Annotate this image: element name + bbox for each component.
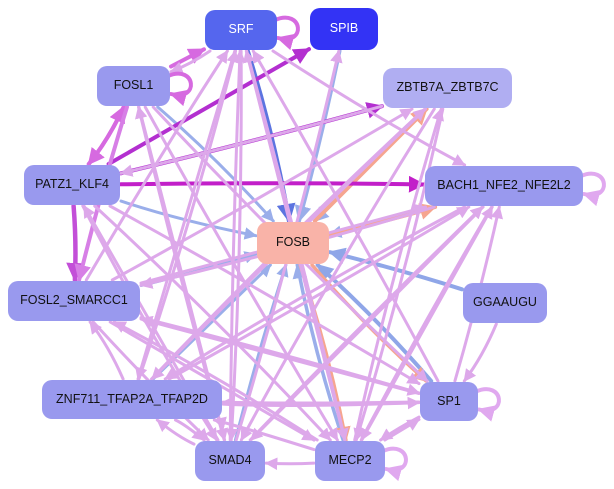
edge: [359, 205, 494, 442]
graph-node-bach1-nfe2-nfe2l2[interactable]: BACH1_NFE2_NFE2L2: [425, 166, 583, 206]
graph-node-znf711-tfap2a-tfap2d[interactable]: ZNF711_TFAP2A_TFAP2D: [42, 380, 222, 419]
graph-node-patz1-klf4[interactable]: PATZ1_KLF4: [24, 165, 120, 205]
edge: [379, 415, 421, 442]
graph-node-zbtb7a-zbtb7c[interactable]: ZBTB7A_ZBTB7C: [383, 68, 512, 108]
self-loop-edge: [474, 387, 501, 422]
edge: [383, 418, 421, 442]
edge: [88, 320, 125, 381]
edge: [135, 49, 237, 381]
edge: [119, 175, 426, 193]
edge: [292, 263, 345, 442]
self-loop-edge: [166, 71, 193, 107]
edge: [106, 47, 311, 166]
self-loop-edge: [273, 15, 300, 51]
edge: [239, 107, 436, 442]
graph-node-fosl1[interactable]: FOSL1: [97, 66, 170, 106]
edge: [163, 205, 466, 381]
edge: [167, 205, 471, 381]
graph-node-fosl2-smarcc1[interactable]: FOSL2_SMARCC1: [8, 281, 140, 321]
graph-node-smad4[interactable]: SMAD4: [195, 441, 265, 481]
edge: [249, 205, 485, 442]
edge: [353, 107, 445, 442]
edge: [112, 320, 319, 442]
graph-node-mecp2[interactable]: MECP2: [315, 441, 385, 481]
edge: [108, 204, 421, 386]
edge: [251, 49, 440, 383]
self-loop-edge: [381, 446, 408, 482]
edge: [212, 416, 316, 452]
edge: [315, 263, 434, 383]
edge: [86, 105, 126, 166]
edge: [156, 105, 275, 223]
edge: [66, 203, 86, 283]
graph-node-srf[interactable]: SRF: [205, 10, 277, 50]
edge: [139, 316, 421, 396]
edge: [264, 457, 316, 471]
graph-node-ggaaugu[interactable]: GGAAUGU: [463, 283, 547, 323]
edge: [169, 49, 212, 74]
edge: [462, 322, 498, 383]
graph-node-sp1[interactable]: SP1: [420, 382, 478, 421]
self-loop-edge: [579, 171, 606, 207]
edge: [221, 396, 421, 410]
edge: [353, 107, 444, 442]
edge: [155, 418, 196, 446]
graph-node-spib[interactable]: SPIB: [310, 8, 378, 50]
edge: [93, 204, 332, 442]
graph-node-fosb[interactable]: FOSB: [257, 222, 329, 264]
edge: [119, 104, 384, 177]
